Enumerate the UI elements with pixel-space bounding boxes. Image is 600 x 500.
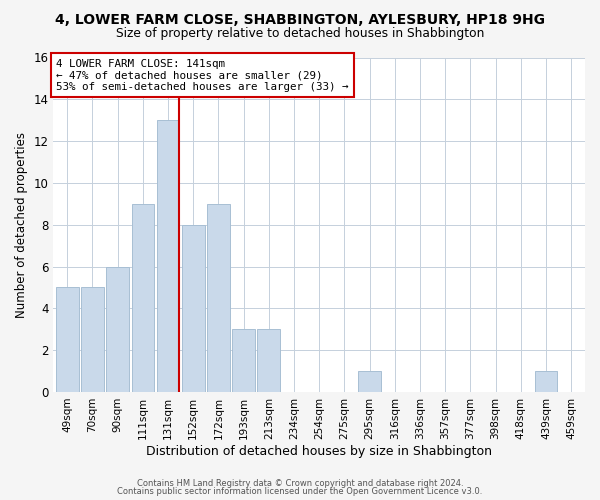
Bar: [56, 288, 79, 392]
Text: 4, LOWER FARM CLOSE, SHABBINGTON, AYLESBURY, HP18 9HG: 4, LOWER FARM CLOSE, SHABBINGTON, AYLESB…: [55, 12, 545, 26]
Text: 4 LOWER FARM CLOSE: 141sqm
← 47% of detached houses are smaller (29)
53% of semi: 4 LOWER FARM CLOSE: 141sqm ← 47% of deta…: [56, 58, 349, 92]
Bar: [535, 371, 557, 392]
Bar: [232, 329, 255, 392]
Bar: [131, 204, 154, 392]
Y-axis label: Number of detached properties: Number of detached properties: [15, 132, 28, 318]
Bar: [257, 329, 280, 392]
Bar: [157, 120, 179, 392]
Text: Contains public sector information licensed under the Open Government Licence v3: Contains public sector information licen…: [118, 487, 482, 496]
Text: Size of property relative to detached houses in Shabbington: Size of property relative to detached ho…: [116, 28, 484, 40]
Bar: [106, 266, 129, 392]
Bar: [81, 288, 104, 392]
X-axis label: Distribution of detached houses by size in Shabbington: Distribution of detached houses by size …: [146, 444, 492, 458]
Bar: [358, 371, 381, 392]
Bar: [182, 224, 205, 392]
Bar: [207, 204, 230, 392]
Text: Contains HM Land Registry data © Crown copyright and database right 2024.: Contains HM Land Registry data © Crown c…: [137, 478, 463, 488]
